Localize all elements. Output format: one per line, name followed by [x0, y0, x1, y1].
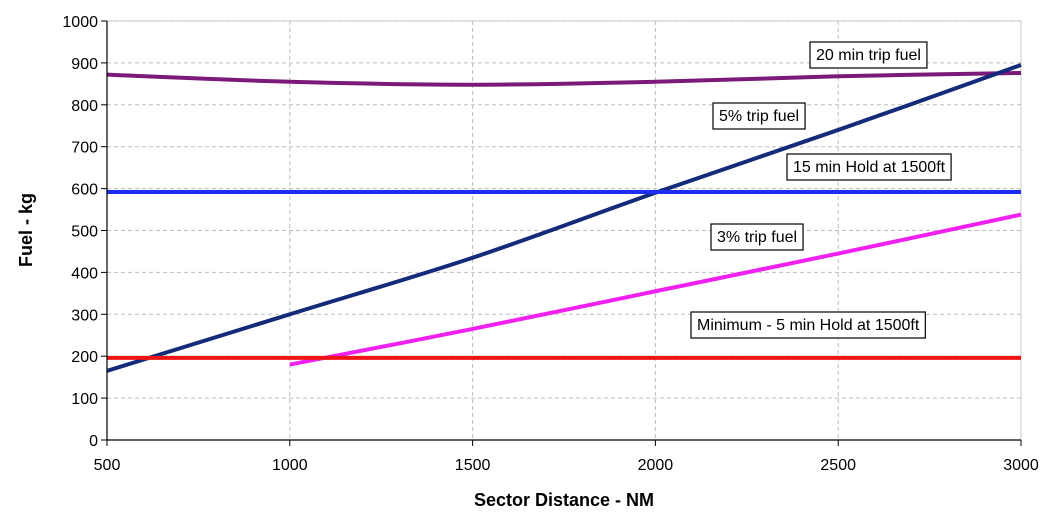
annotation-label: 5% trip fuel — [719, 108, 799, 125]
series-line-20-min-trip-fuel — [106, 70, 1022, 87]
y-tick-label: 400 — [71, 265, 98, 282]
y-tick-label: 100 — [71, 391, 98, 408]
y-tick-label: 0 — [89, 433, 98, 450]
annotation-label: Minimum - 5 min Hold at 1500ft — [697, 317, 920, 334]
annotation-box — [690, 311, 926, 339]
annotation-box — [712, 102, 806, 130]
series-layer — [106, 63, 1022, 373]
annotation-box — [710, 223, 804, 251]
annotation-layer: 20 min trip fuel 5% trip fuel 15 min Hold … — [690, 41, 952, 339]
annotation-label: 3% trip fuel — [717, 229, 797, 246]
series-line-3-trip-fuel — [289, 212, 1022, 367]
y-tick-label: 500 — [71, 224, 98, 241]
annotation-box — [786, 153, 952, 181]
x-tick-label: 3000 — [1003, 457, 1039, 474]
annotation-box — [809, 41, 928, 69]
x-tick-label: 1000 — [272, 457, 308, 474]
y-tick-label: 700 — [71, 140, 98, 157]
annotation-3-trip-fuel: 3% trip fuel — [710, 223, 804, 251]
y-tick-label: 900 — [71, 56, 98, 73]
x-tick-label: 2500 — [820, 457, 856, 474]
x-tick-label: 500 — [94, 457, 121, 474]
y-tick-label: 300 — [71, 307, 98, 324]
y-tick-label: 200 — [71, 349, 98, 366]
annotation-minimum-5-min-hold-at-1500ft: Minimum - 5 min Hold at 1500ft — [690, 311, 926, 339]
y-tick-label: 1000 — [62, 14, 98, 31]
annotation-label: 20 min trip fuel — [816, 47, 921, 64]
annotation-label: 15 min Hold at 1500ft — [793, 159, 946, 176]
x-tick-label: 1500 — [455, 457, 491, 474]
y-tick-label: 600 — [71, 182, 98, 199]
annotation-5-trip-fuel: 5% trip fuel — [712, 102, 806, 130]
y-axis-title: Fuel - kg — [16, 193, 36, 267]
x-axis-title: Sector Distance - NM — [474, 490, 654, 510]
axis-layer: 0 100 200 300 400 500 600 700 800 900 1000 500 1000 1… — [62, 14, 1038, 474]
x-tick-label: 2000 — [638, 457, 674, 474]
annotation-20-min-trip-fuel: 20 min trip fuel — [809, 41, 928, 69]
series-line-5-trip-fuel — [106, 63, 1022, 373]
y-tick-label: 800 — [71, 98, 98, 115]
annotation-15-min-hold-at-1500ft: 15 min Hold at 1500ft — [786, 153, 952, 181]
